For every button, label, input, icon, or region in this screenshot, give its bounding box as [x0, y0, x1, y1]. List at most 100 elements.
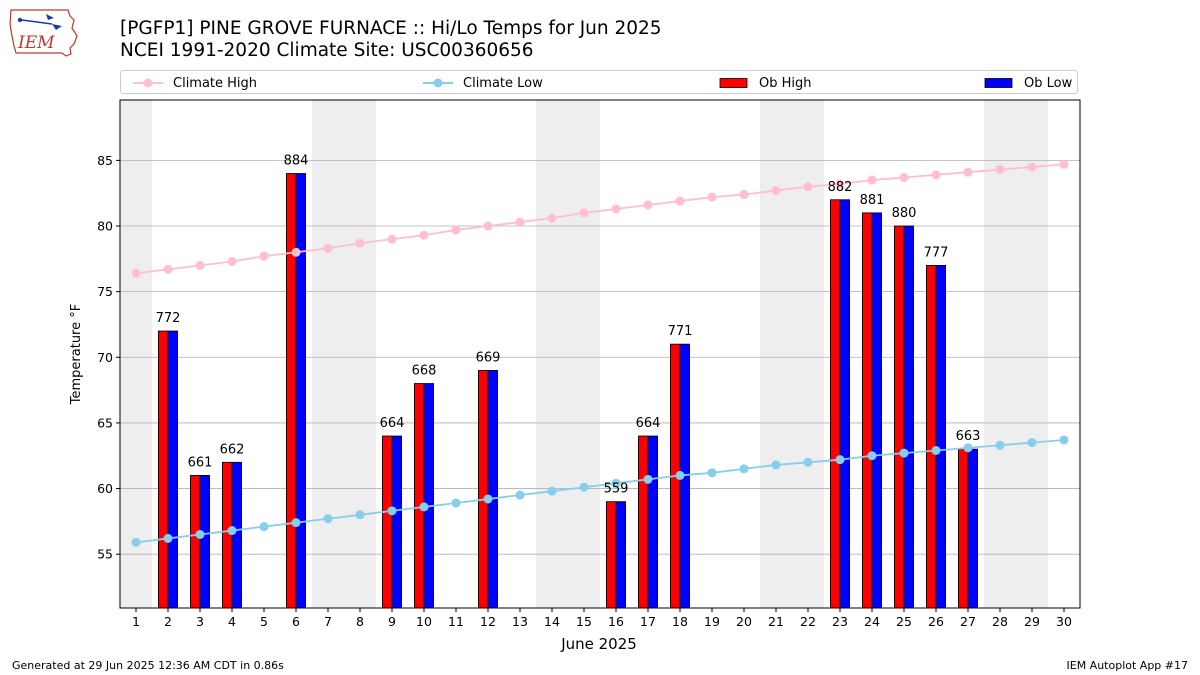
climate-low-point — [1027, 438, 1037, 448]
x-tick-label: 21 — [768, 614, 784, 629]
x-tick-label: 20 — [736, 614, 752, 629]
x-tick-label: 11 — [448, 614, 464, 629]
y-tick-label: 60 — [97, 481, 113, 496]
climate-high-point — [259, 251, 269, 261]
bar-ob-low — [871, 212, 882, 609]
bar-value-label: 669 — [476, 350, 501, 365]
bar-value-label: 771 — [668, 324, 693, 339]
x-tick-label: 23 — [832, 614, 848, 629]
climate-high-point — [515, 217, 525, 227]
climate-high-point — [867, 175, 877, 185]
bars — [157, 173, 978, 609]
climate-high-point — [163, 264, 173, 274]
x-tick-label: 3 — [196, 614, 204, 629]
legend-label: Ob Low — [1024, 75, 1073, 91]
climate-low-point — [963, 443, 973, 453]
y-tick-label: 55 — [97, 547, 113, 562]
bar-ob-low — [935, 264, 946, 609]
x-tick-label: 17 — [640, 614, 656, 629]
climate-low-line — [135, 439, 1065, 544]
bar-value-label: 663 — [956, 429, 981, 444]
legend-bar-swatch-icon — [984, 78, 1013, 88]
climate-high-point — [291, 247, 301, 257]
bar-ob-high — [894, 225, 905, 609]
climate-high-point — [931, 170, 941, 180]
bar-ob-low — [167, 330, 178, 609]
bar-ob-low — [295, 173, 306, 609]
bar-ob-high — [638, 435, 649, 609]
bar-ob-low — [615, 501, 626, 609]
bar-value-label: 777 — [924, 245, 949, 260]
x-tick-label: 4 — [228, 614, 236, 629]
footer-app-text: IEM Autoplot App #17 — [1066, 659, 1189, 672]
bar-value-label: 880 — [892, 206, 917, 221]
x-tick-label: 15 — [576, 614, 592, 629]
y-tick-label: 80 — [97, 219, 113, 234]
bar-ob-high — [830, 199, 841, 609]
climate-high-point — [707, 192, 717, 202]
x-tick-label: 14 — [544, 614, 560, 629]
bar-value-label: 668 — [412, 364, 437, 379]
climate-low-point — [195, 529, 205, 539]
plot-frame — [119, 99, 1081, 609]
x-tick-label: 9 — [388, 614, 396, 629]
x-tick-label: 27 — [960, 614, 976, 629]
climate-low-point — [227, 526, 237, 536]
bar-value-label: 772 — [156, 311, 181, 326]
x-tick-label: 10 — [416, 614, 432, 629]
climate-high-point — [227, 256, 237, 266]
climate-low-point — [419, 502, 429, 512]
x-tick-label: 22 — [800, 614, 816, 629]
weekend-shading — [120, 100, 1048, 608]
y-tick-label: 85 — [97, 153, 113, 168]
climate-high-point — [195, 260, 205, 270]
legend-label: Climate Low — [463, 75, 543, 91]
climate-high-point — [547, 213, 557, 223]
climate-low-point — [739, 464, 749, 474]
x-tick-label: 18 — [672, 614, 688, 629]
climate-low-point — [451, 498, 461, 508]
bar-ob-high — [926, 264, 937, 609]
x-tick-label: 13 — [512, 614, 528, 629]
x-tick-label: 5 — [260, 614, 268, 629]
legend-item-climate-low: Climate Low — [423, 74, 543, 92]
climate-high-point — [899, 172, 909, 182]
legend-item-climate-high: Climate High — [133, 74, 257, 92]
climate-high-point — [451, 225, 461, 235]
bar-ob-low — [391, 435, 402, 609]
x-tick-label: 19 — [704, 614, 720, 629]
bar-value-label: 882 — [828, 180, 853, 195]
y-axis-label: Temperature °F — [69, 304, 84, 405]
bar-labels: 772 661 662 884 664 668 669 559 664 771 882 881 880 7… — [156, 154, 981, 497]
climate-high-point — [1059, 159, 1069, 169]
legend-label: Ob High — [759, 75, 812, 91]
x-tick-label: 30 — [1056, 614, 1072, 629]
climate-low-point — [515, 490, 525, 500]
climate-low-point — [867, 451, 877, 461]
bar-value-label: 559 — [604, 482, 629, 497]
climate-low-point — [547, 486, 557, 496]
bar-ob-high — [477, 370, 489, 609]
bar-value-label: 884 — [284, 154, 309, 169]
weekend-shade — [536, 100, 600, 608]
climate-low-point — [579, 482, 589, 492]
bar-ob-high — [413, 383, 425, 609]
bar-ob-low — [423, 383, 434, 609]
climate-low-point — [835, 455, 845, 465]
bar-ob-high — [862, 212, 873, 609]
climate-high-point — [995, 165, 1005, 175]
x-tick-label: 28 — [992, 614, 1008, 629]
bar-value-label: 664 — [636, 416, 661, 431]
legend: Climate High Climate Low Ob High Ob Low — [120, 70, 1078, 94]
footer-generated-text: Generated at 29 Jun 2025 12:36 AM CDT in… — [12, 659, 284, 672]
climate-high-point — [963, 167, 973, 177]
weekend-shade — [984, 100, 1048, 608]
y-tick-label: 70 — [97, 350, 113, 365]
climate-low-point — [163, 533, 173, 543]
climate-low-point — [931, 445, 941, 455]
climate-high-point — [131, 268, 141, 278]
climate-low-point — [707, 468, 717, 478]
x-tick-label: 24 — [864, 614, 880, 629]
grid-lines — [120, 159, 1080, 555]
